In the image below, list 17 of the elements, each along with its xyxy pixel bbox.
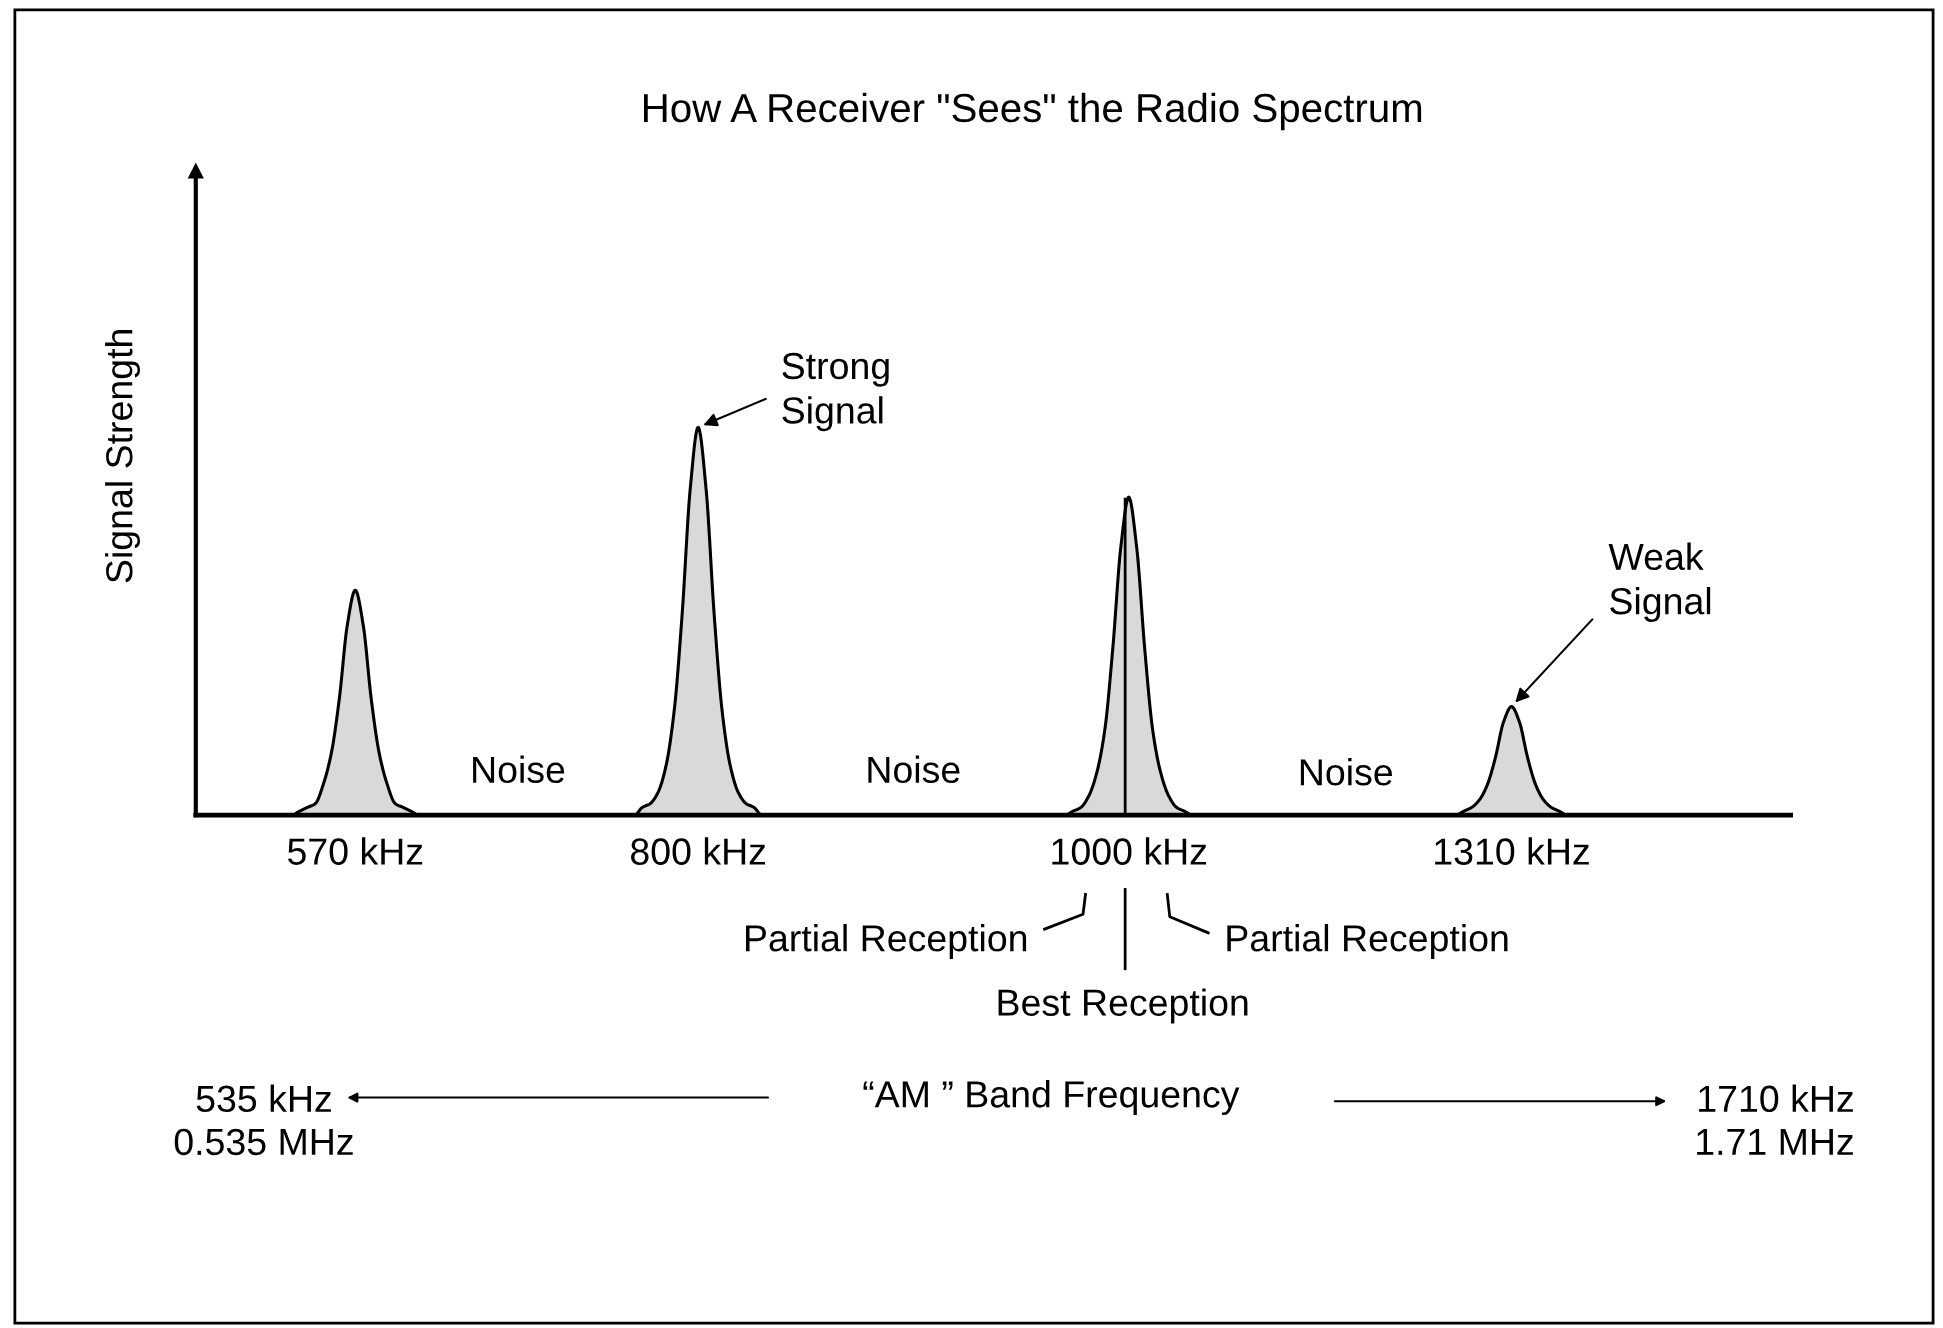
x-tick-label: 1310 kHz bbox=[1435, 837, 1589, 865]
text: 535 kHz 0.535 MHz bbox=[174, 1084, 353, 1156]
x-tick-label: 1000 kHz bbox=[1052, 837, 1207, 865]
text: Partial Reception bbox=[746, 924, 1027, 959]
x-tick-label: 800 kHz bbox=[631, 837, 766, 865]
annotation: Noise bbox=[868, 755, 960, 784]
annotation: Noise bbox=[1300, 758, 1392, 786]
y-axis-title: Signal Strength bbox=[105, 330, 141, 583]
annotation: Strong Signal bbox=[782, 352, 889, 432]
x-tick-label: 570 kHz bbox=[287, 837, 423, 865]
chart-title: How A Receiver "Sees" the Radio Spectrum bbox=[644, 92, 1422, 131]
annotation: Noise bbox=[473, 755, 565, 784]
text: 1710 kHz 1.71 MHz bbox=[1697, 1084, 1853, 1155]
text: Best Reception bbox=[998, 988, 1248, 1024]
text: Partial Reception bbox=[1227, 924, 1508, 959]
text: “AM ” Band Frequency bbox=[863, 1080, 1240, 1116]
annotation: Weak Signal bbox=[1608, 542, 1711, 622]
